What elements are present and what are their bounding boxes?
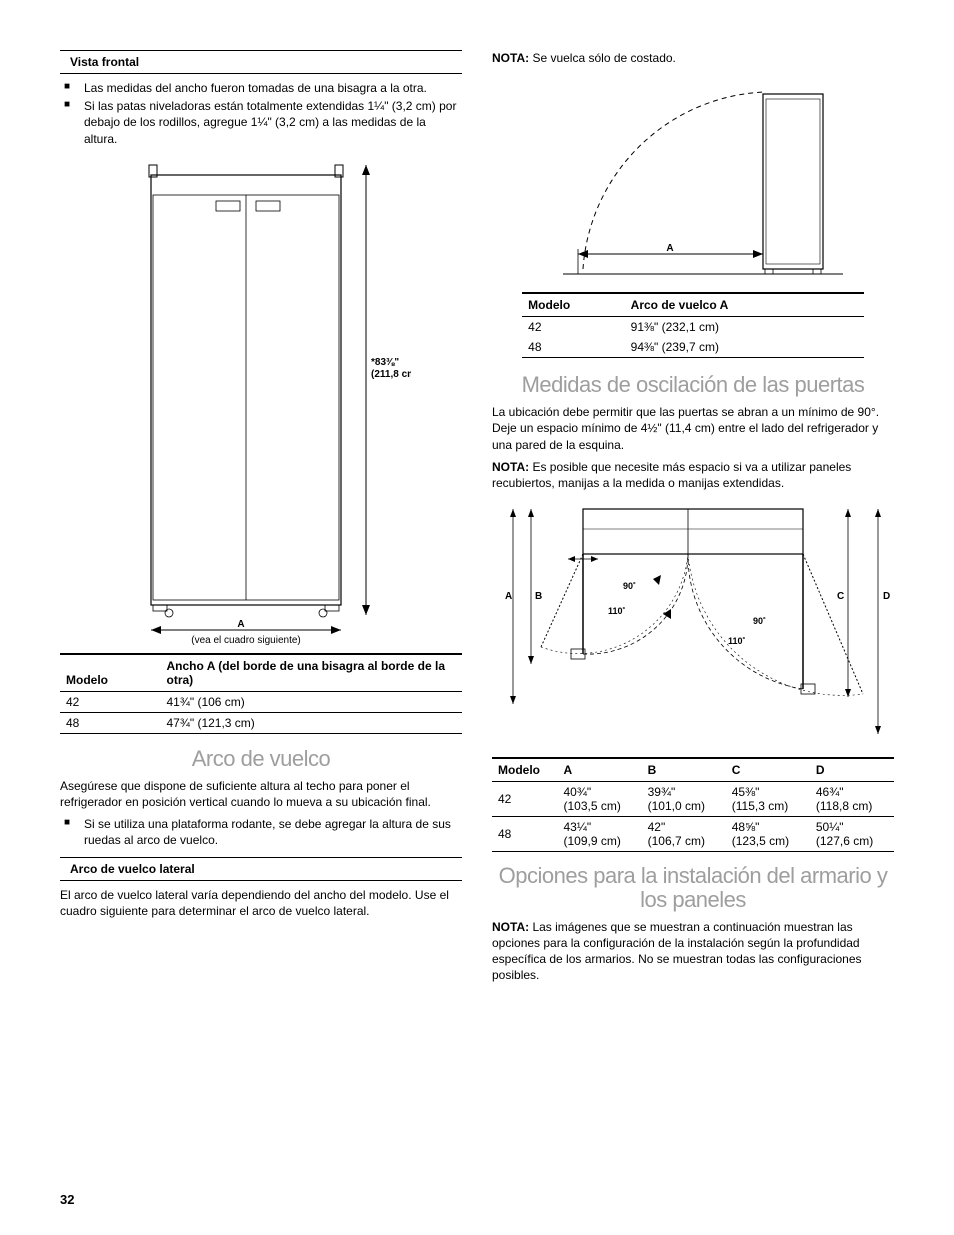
- svg-text:90˚: 90˚: [623, 581, 636, 591]
- table-cell: 42: [522, 317, 625, 338]
- th-modelo: Modelo: [60, 654, 161, 692]
- table-cell: 48: [492, 817, 557, 852]
- th-modelo: Modelo: [492, 758, 557, 782]
- vista-frontal-bullets: Las medidas del ancho fueron tomadas de …: [60, 80, 462, 147]
- bullet-item: Las medidas del ancho fueron tomadas de …: [60, 80, 462, 96]
- oscilacion-nota: NOTA: Es posible que necesite más espaci…: [492, 459, 894, 491]
- oscilacion-heading: Medidas de oscilación de las puertas: [492, 372, 894, 398]
- table-cell: 50¼" (127,6 cm): [810, 817, 894, 852]
- th-modelo: Modelo: [522, 293, 625, 317]
- swing-table: Modelo A B C D 42 40¾" (103,5 cm) 39¾" (…: [492, 757, 894, 852]
- svg-text:A: A: [237, 619, 244, 630]
- svg-text:D: D: [883, 591, 890, 602]
- svg-text:B: B: [535, 591, 542, 602]
- th-d: D: [810, 758, 894, 782]
- nota-label: NOTA:: [492, 920, 529, 934]
- nota-label: NOTA:: [492, 460, 529, 474]
- arc-diagram: A: [492, 74, 894, 284]
- nota-label: NOTA:: [492, 51, 529, 65]
- table-cell: 91⅜" (232,1 cm): [625, 317, 864, 338]
- table-cell: 45⅜" (115,3 cm): [726, 782, 810, 817]
- svg-text:A: A: [666, 243, 673, 254]
- vista-frontal-heading: Vista frontal: [60, 50, 462, 74]
- th-c: C: [726, 758, 810, 782]
- arco-bullets: Si se utiliza una plataforma rodante, se…: [60, 816, 462, 848]
- arco-heading: Arco de vuelco: [60, 746, 462, 772]
- svg-text:110˚: 110˚: [608, 606, 626, 616]
- opciones-heading: Opciones para la instalación del armario…: [492, 864, 894, 912]
- page-number: 32: [60, 1192, 74, 1207]
- arc-table: Modelo Arco de vuelco A 42 91⅜" (232,1 c…: [522, 292, 864, 358]
- svg-text:(211,8 cm): (211,8 cm): [371, 369, 411, 380]
- right-column: NOTA: Se vuelca sólo de costado. A: [492, 50, 894, 989]
- table-cell: 46¾" (118,8 cm): [810, 782, 894, 817]
- svg-text:A: A: [505, 591, 512, 602]
- svg-text:(vea el cuadro siguiente): (vea el cuadro siguiente): [191, 635, 301, 645]
- table-cell: 41¾" (106 cm): [161, 691, 463, 712]
- door-swing-diagram: 90˚ 110˚ 90˚ 110˚ A B C: [492, 499, 894, 749]
- th-a: A: [557, 758, 641, 782]
- svg-text:*83⅜": *83⅜": [371, 357, 399, 368]
- table-cell: 39¾" (101,0 cm): [642, 782, 726, 817]
- table-cell: 42: [492, 782, 557, 817]
- bullet-item: Si las patas niveladoras están totalment…: [60, 98, 462, 147]
- oscilacion-p1: La ubicación debe permitir que las puert…: [492, 404, 894, 453]
- nota-text: Las imágenes que se muestran a continuac…: [492, 920, 862, 983]
- table-cell: 43¼" (109,9 cm): [557, 817, 641, 852]
- nota-vuelca: NOTA: Se vuelca sólo de costado.: [492, 50, 894, 66]
- table-cell: 42" (106,7 cm): [642, 817, 726, 852]
- th-arco: Arco de vuelco A: [625, 293, 864, 317]
- front-view-diagram: *83⅜" (211,8 cm) A (vea el cuadro siguie…: [60, 155, 462, 645]
- svg-text:110˚: 110˚: [728, 636, 746, 646]
- bullet-item: Si se utiliza una plataforma rodante, se…: [60, 816, 462, 848]
- svg-text:90˚: 90˚: [753, 616, 766, 626]
- nota-text: Se vuelca sólo de costado.: [529, 51, 676, 65]
- th-ancho: Ancho A (del borde de una bisagra al bor…: [161, 654, 463, 692]
- svg-text:C: C: [837, 591, 844, 602]
- arco-intro: Asegúrese que dispone de suficiente altu…: [60, 778, 462, 810]
- table-cell: 42: [60, 691, 161, 712]
- table-cell: 47¾" (121,3 cm): [161, 712, 463, 733]
- arco-lateral-heading: Arco de vuelco lateral: [60, 857, 462, 881]
- th-b: B: [642, 758, 726, 782]
- arco-lateral-text: El arco de vuelco lateral varía dependie…: [60, 887, 462, 919]
- table-cell: 40¾" (103,5 cm): [557, 782, 641, 817]
- left-column: Vista frontal Las medidas del ancho fuer…: [60, 50, 462, 989]
- opciones-nota: NOTA: Las imágenes que se muestran a con…: [492, 919, 894, 984]
- width-table: Modelo Ancho A (del borde de una bisagra…: [60, 653, 462, 734]
- table-cell: 48: [522, 337, 625, 358]
- table-cell: 48: [60, 712, 161, 733]
- nota-text: Es posible que necesite más espacio si v…: [492, 460, 851, 490]
- table-cell: 94⅜" (239,7 cm): [625, 337, 864, 358]
- table-cell: 48⅝" (123,5 cm): [726, 817, 810, 852]
